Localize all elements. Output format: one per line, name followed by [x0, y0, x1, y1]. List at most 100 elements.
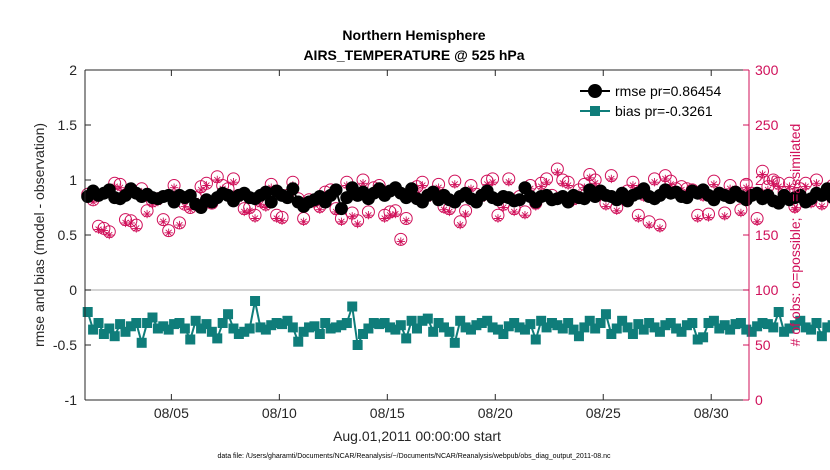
bias-point [233, 329, 244, 339]
obs-assimilated-point [520, 211, 530, 220]
obs-assimilated-point [256, 200, 265, 209]
obs-assimilated-point [261, 203, 271, 212]
obs-assimilated-point [504, 178, 513, 187]
bias-series-group [82, 296, 830, 350]
bias-point [460, 322, 471, 333]
bias-point [627, 329, 638, 339]
bias-point [212, 333, 223, 344]
obs-assimilated-point [229, 178, 238, 187]
y-right-tick-label: 250 [755, 117, 779, 133]
obs-assimilated-point [364, 211, 373, 220]
bias-point [455, 315, 466, 326]
bias-point [546, 318, 557, 328]
rmse-point [340, 191, 354, 205]
bias-point [255, 322, 266, 333]
bias-point [374, 319, 385, 330]
obs-assimilated-point [196, 185, 206, 195]
bias-point [735, 318, 746, 328]
bias-point [266, 320, 277, 331]
y-axis-right-label: # of obs: o=possible; ∗=assimilated [787, 124, 803, 347]
bias-point [573, 331, 584, 342]
obs-assimilated-point [758, 170, 767, 179]
rmse-point [286, 182, 300, 196]
x-tick-label: 08/05 [154, 405, 189, 421]
x-tick-label: 08/15 [370, 405, 405, 421]
bias-point [390, 324, 401, 335]
obs-assimilated-point [736, 208, 746, 218]
obs-assimilated-point [132, 224, 141, 233]
bias-point [590, 323, 601, 334]
legend-rmse-marker [588, 84, 602, 98]
rmse-point [329, 183, 343, 197]
obs-assimilated-point [590, 179, 600, 188]
bias-point [125, 321, 136, 332]
bias-point [784, 323, 795, 334]
obs-assimilated-point [774, 182, 783, 191]
bias-point [741, 324, 752, 335]
obs-assimilated-point [142, 209, 152, 219]
obs-assimilated-point [380, 214, 389, 223]
obs-assimilated-point [553, 168, 562, 177]
obs-assimilated-point [488, 178, 497, 187]
chart-subtitle: AIRS_TEMPERATURE @ 525 hPa [303, 47, 524, 63]
bias-point [773, 307, 784, 317]
obs-assimilated-point [536, 182, 546, 191]
bias-point [579, 322, 590, 333]
y-right-tick-label: 50 [755, 337, 771, 353]
bias-point [503, 321, 514, 332]
obs-assimilated-point [461, 209, 470, 219]
bias-point [217, 318, 228, 328]
obs-assimilated-point [661, 174, 670, 184]
y-axis-right-ticks: 0 50 100 150 200 250 300 [743, 62, 779, 408]
bias-point [789, 320, 800, 331]
obs-assimilated-point [466, 184, 476, 193]
bias-point [163, 324, 174, 335]
bias-point [660, 320, 671, 331]
obs-assimilated-point [115, 183, 125, 192]
bias-point [363, 323, 374, 334]
bias-point [341, 318, 352, 328]
bias-point [698, 332, 709, 343]
bias-point [822, 322, 830, 333]
bias-point [368, 318, 379, 328]
y-tick-label: 2 [69, 62, 77, 78]
obs-assimilated-point [245, 206, 254, 215]
bias-point [584, 315, 595, 326]
obs-assimilated-point [445, 207, 454, 217]
bias-point [190, 315, 201, 326]
bias-point [88, 324, 99, 335]
legend-rmse-label: rmse pr=0.86454 [615, 83, 721, 99]
bias-point [800, 322, 811, 333]
rmse-point [264, 195, 278, 209]
bias-point [401, 333, 412, 344]
bias-point [536, 315, 547, 326]
rmse-point [334, 202, 348, 216]
obs-assimilated-point [272, 214, 281, 223]
obs-assimilated-point [348, 212, 357, 221]
bias-point [271, 318, 282, 328]
bias-point [174, 318, 185, 328]
data-file-footnote: data file: /Users/gharamti/Documents/NCA… [217, 453, 611, 460]
obs-assimilated-point [126, 218, 136, 228]
bias-point [649, 322, 660, 333]
bias-point [109, 331, 120, 342]
bias-point [514, 322, 525, 333]
obs-assimilated-point [558, 179, 567, 188]
obs-markers-group [81, 162, 830, 246]
bias-point [465, 324, 476, 335]
obs-assimilated-point [385, 211, 395, 220]
rmse-series-group [81, 181, 830, 216]
plot-area [85, 70, 749, 400]
bias-point [438, 322, 449, 333]
y-right-tick-label: 100 [755, 282, 779, 298]
obs-assimilated-point [277, 216, 287, 225]
obs-assimilated-point [337, 217, 346, 226]
bias-point [633, 319, 644, 330]
x-tick-label: 08/30 [694, 405, 729, 421]
bias-point [714, 323, 725, 334]
bias-point [638, 324, 649, 335]
y-tick-label: 1 [69, 172, 77, 188]
bias-point [131, 318, 142, 328]
bias-point [352, 340, 363, 350]
